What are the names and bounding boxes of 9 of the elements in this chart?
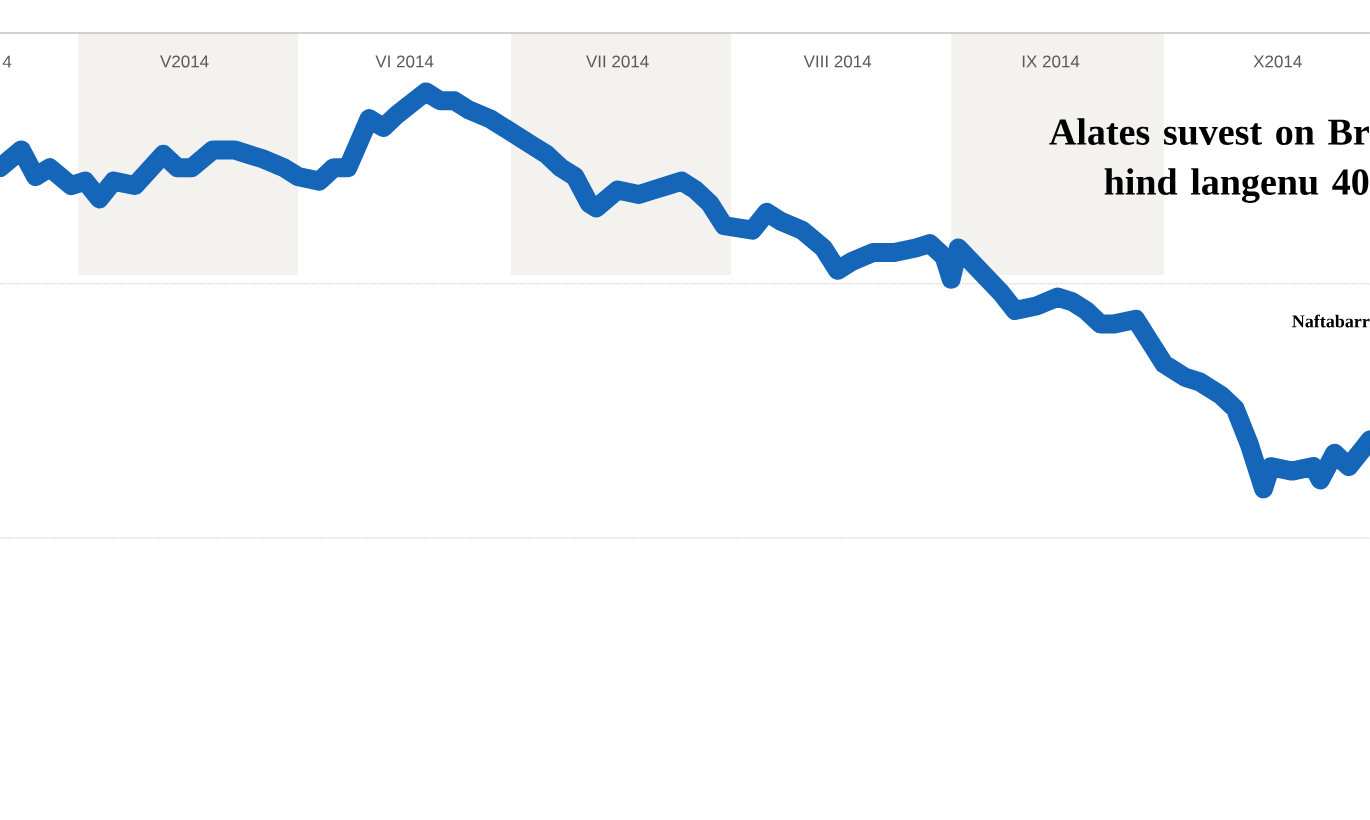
x-tick-label: X2014 [1253, 55, 1302, 68]
x-tick-label: VII 2014 [585, 55, 649, 68]
x-tick-label: V2014 [160, 55, 209, 68]
text: Alates suvest on Br hind langenu 40 [1049, 118, 1369, 203]
x-tick-label: 4 [2, 55, 12, 68]
x-tick-label: VIII 2014 [803, 55, 872, 68]
x-tick-label: VI 2014 [375, 55, 434, 68]
text: Naftabarr [1292, 314, 1370, 328]
x-tick-label: IX 2014 [1022, 55, 1080, 68]
